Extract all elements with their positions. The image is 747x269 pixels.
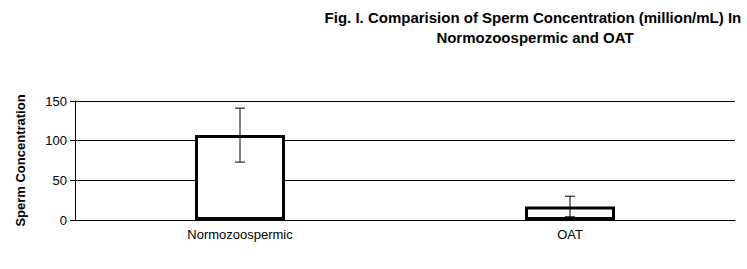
svg-text:150: 150 [45, 94, 67, 109]
svg-text:0: 0 [60, 213, 67, 228]
svg-text:Fig. I. Comparision of Sperm C: Fig. I. Comparision of Sperm Concentrati… [325, 9, 746, 26]
svg-text:Normozoospermic: Normozoospermic [187, 227, 293, 242]
svg-text:Normozoospermic and OAT: Normozoospermic and OAT [436, 29, 633, 46]
svg-text:OAT: OAT [557, 227, 583, 242]
svg-text:Sperm Concentration: Sperm Concentration [13, 94, 28, 226]
svg-text:50: 50 [53, 173, 67, 188]
svg-text:100: 100 [45, 133, 67, 148]
